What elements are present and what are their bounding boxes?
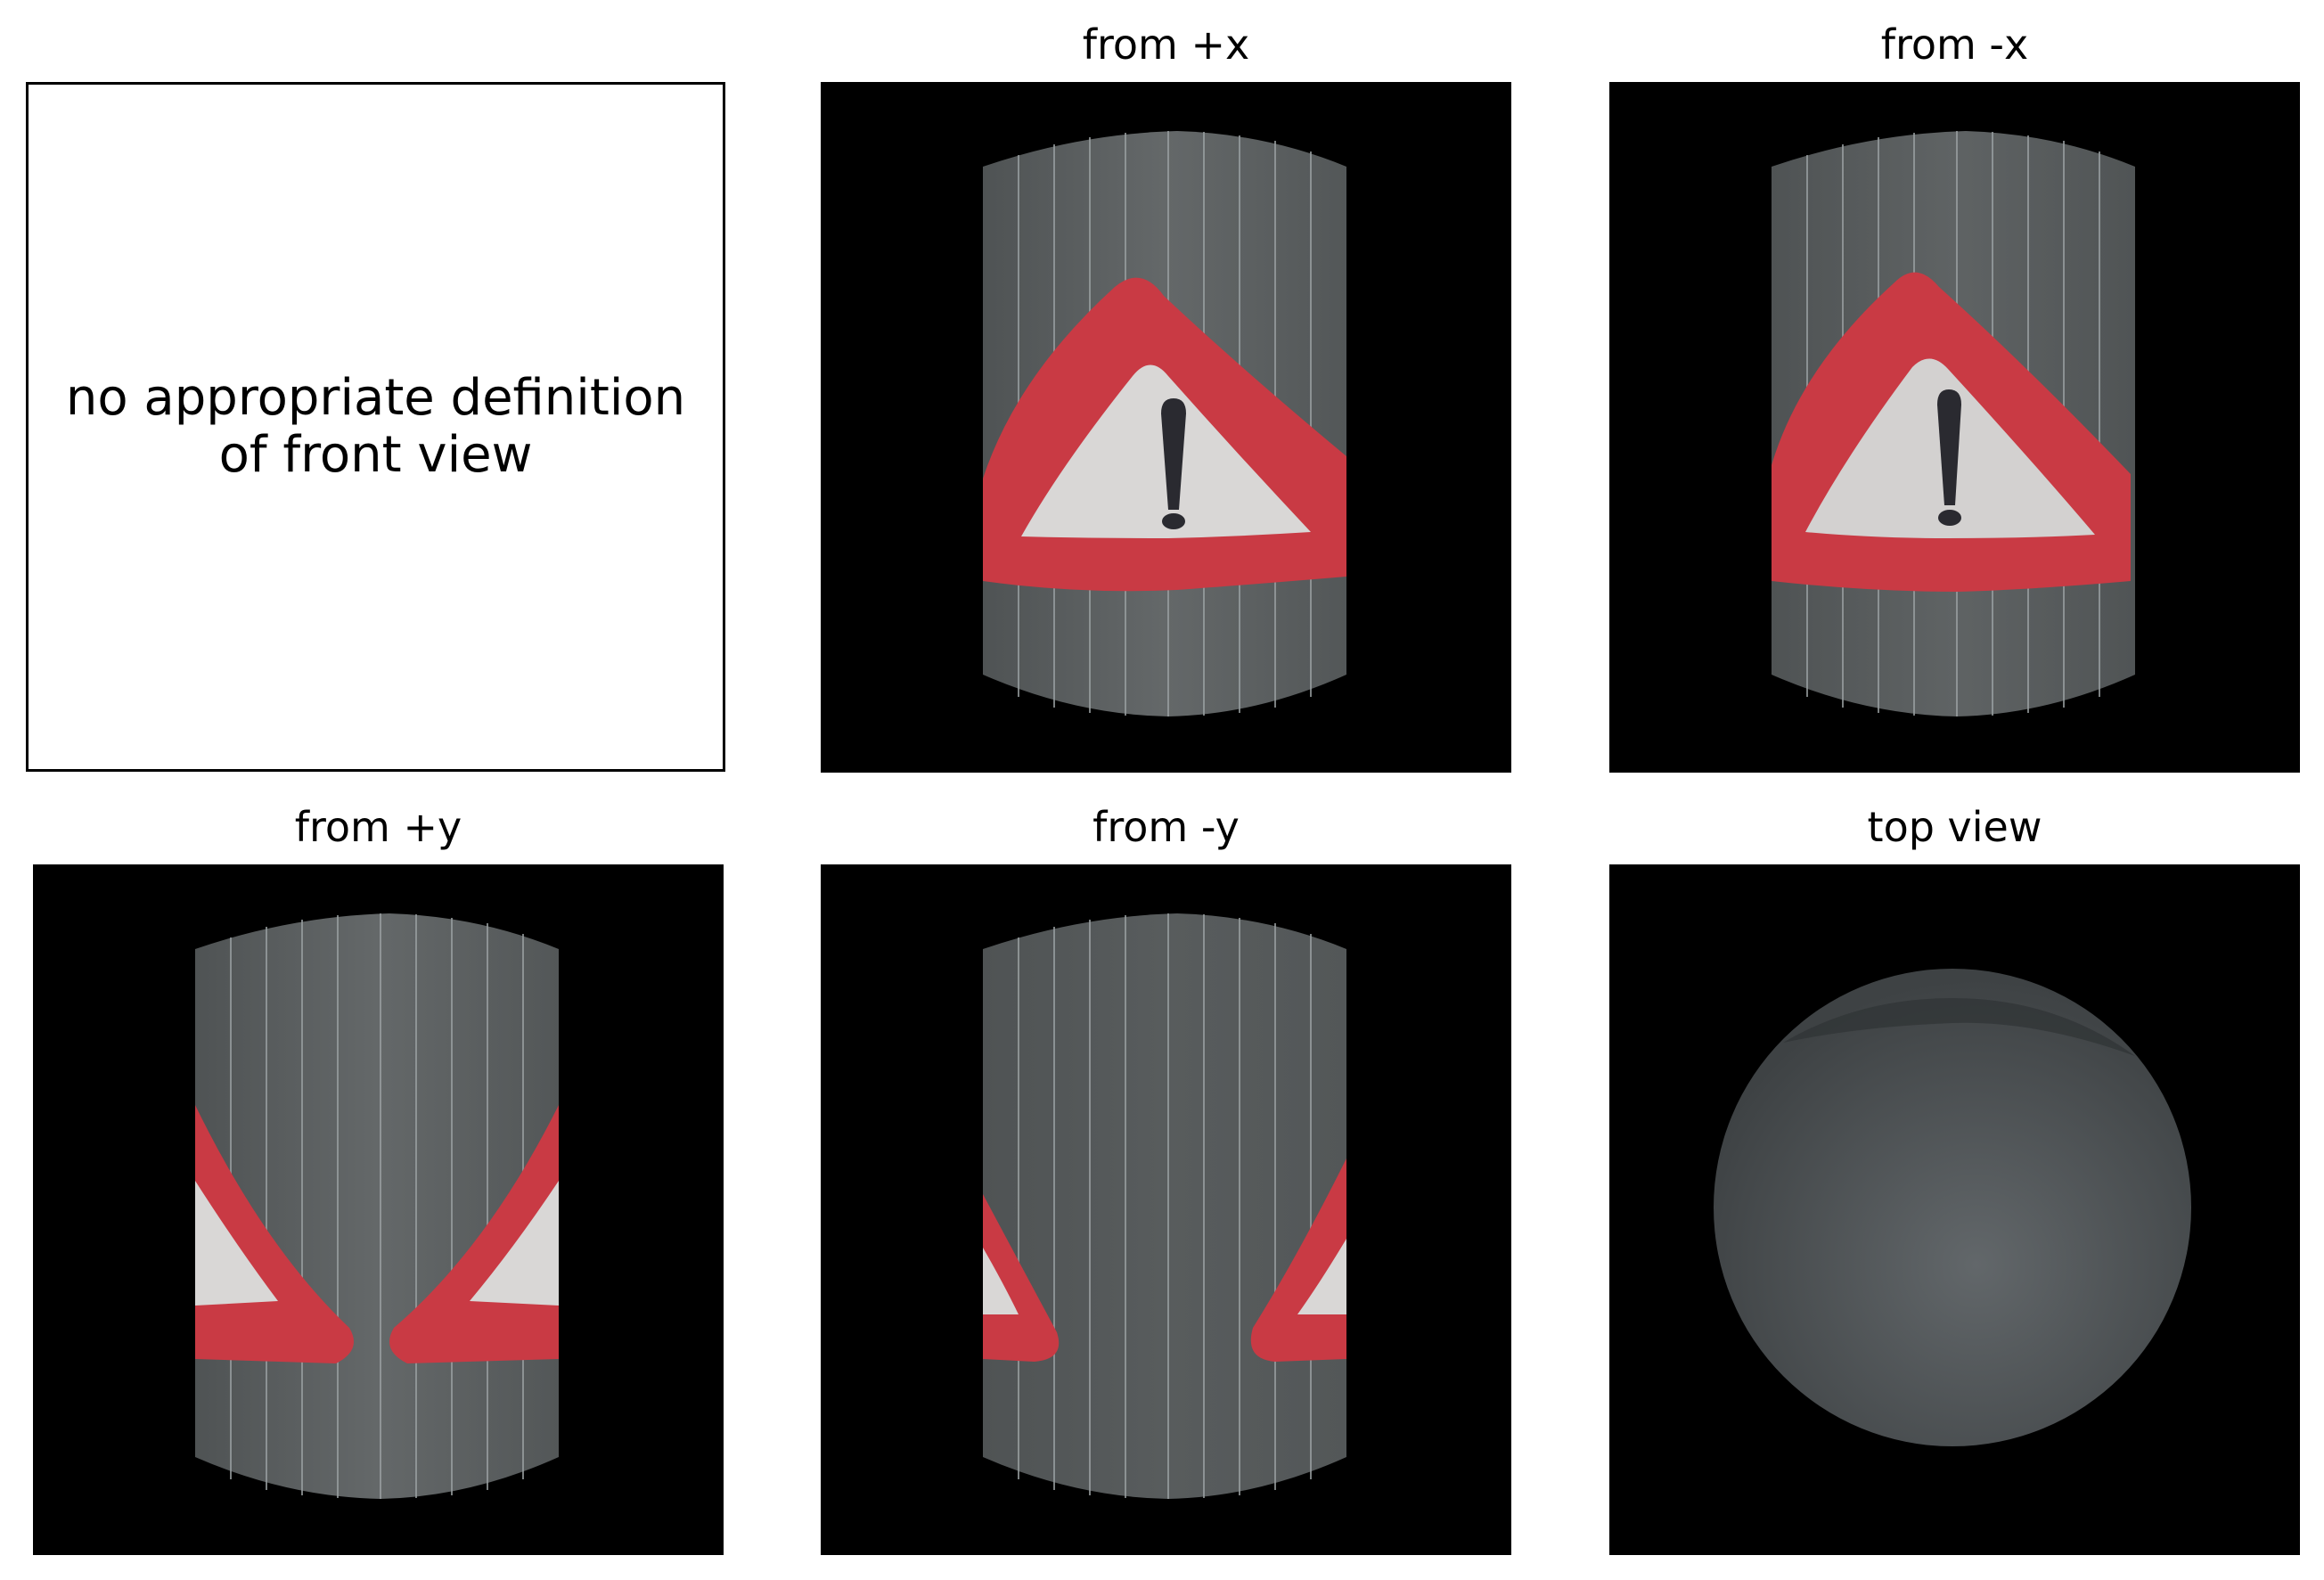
- view-image-plus-x: [821, 82, 1511, 773]
- front-view-note-text: no appropriate definition of front view: [65, 368, 686, 484]
- cylinder-render-minus-x: [1772, 131, 2135, 716]
- view-title-plus-y: from +y: [294, 803, 462, 851]
- view-image-minus-y: [821, 864, 1511, 1555]
- view-image-minus-x: [1609, 82, 2300, 773]
- view-title-minus-x: from -x: [1880, 20, 2029, 69]
- cylinder-render-plus-x: [983, 131, 1346, 716]
- cylinder-render-minus-y: [983, 913, 1346, 1499]
- cylinder-render-top: [1714, 969, 2191, 1446]
- cylinder-render-plus-y: [195, 913, 559, 1499]
- view-image-plus-y: [33, 864, 724, 1555]
- view-title-minus-y: from -y: [1092, 803, 1240, 851]
- view-image-top: [1609, 864, 2300, 1555]
- view-title-top: top view: [1867, 803, 2042, 851]
- view-title-plus-x: from +x: [1082, 20, 1250, 69]
- front-view-note-panel: no appropriate definition of front view: [26, 82, 725, 772]
